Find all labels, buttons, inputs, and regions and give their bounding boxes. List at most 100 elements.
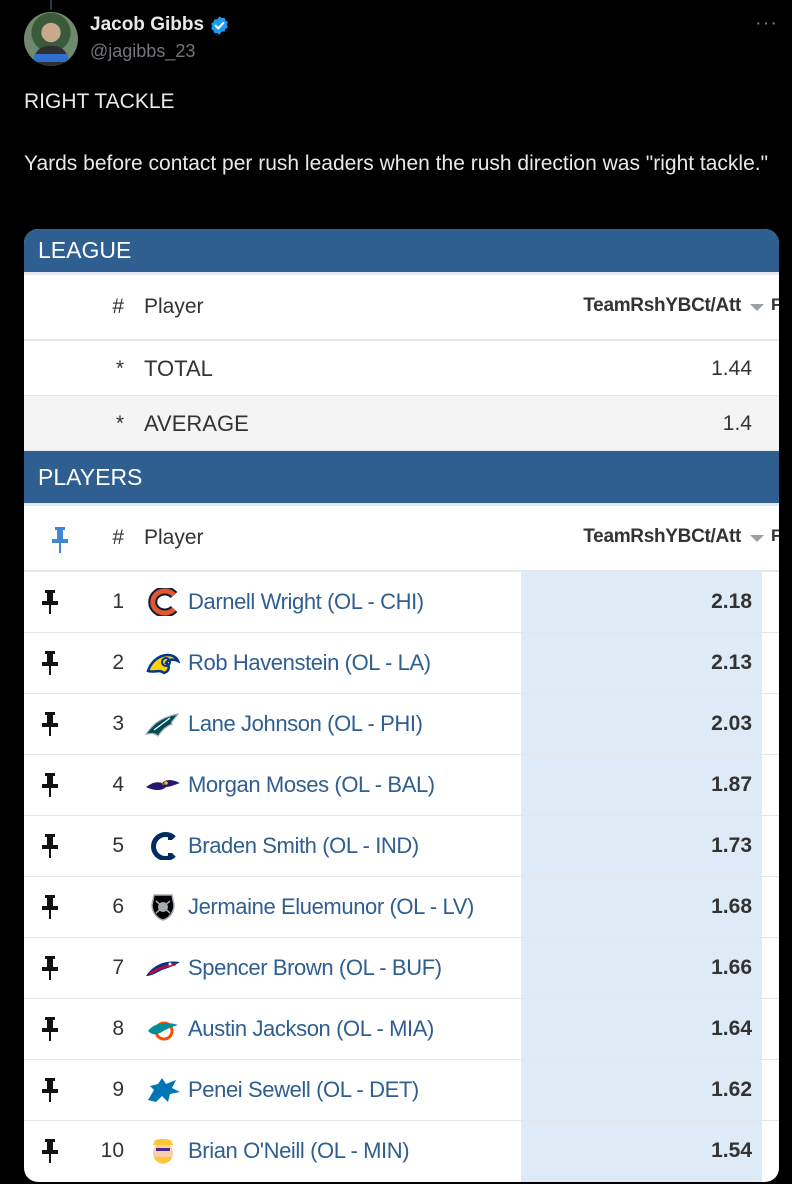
league-column-header-row: # Player TeamRshYBCt/Att F [24, 275, 779, 341]
player-rank: 5 [112, 834, 124, 857]
player-rank: 3 [112, 712, 124, 735]
bills-logo-icon [144, 954, 182, 982]
player-rank: 1 [112, 590, 124, 613]
player-stat-value: 1.73 [711, 834, 752, 857]
eagles-logo-icon [144, 710, 182, 738]
stats-table-image[interactable]: LEAGUE # Player TeamRshYBCt/Att F * TOTA… [24, 229, 779, 1182]
highlight-stat-cell [521, 755, 762, 815]
player-stat-value: 1.54 [711, 1139, 752, 1162]
player-name-link[interactable]: Spencer Brown (OL - BUF) [188, 955, 442, 980]
table-row: 5 Braden Smith (OL - IND) 1.73 [24, 816, 779, 877]
highlight-stat-cell [521, 1060, 762, 1120]
pin-icon[interactable] [41, 1138, 59, 1164]
summary-marker: * [115, 357, 124, 380]
table-row: 3 Lane Johnson (OL - PHI) 2.03 [24, 694, 779, 755]
table-row: 4 Morgan Moses (OL - BAL) 1.87 [24, 755, 779, 816]
players-column-header-row: # Player TeamRshYBCt/Att F [24, 506, 779, 572]
column-header-stat: TeamRshYBCt/Att [583, 526, 741, 547]
column-header-stat: TeamRshYBCt/Att [583, 295, 741, 316]
player-name-link[interactable]: Morgan Moses (OL - BAL) [188, 772, 435, 797]
author-handle[interactable]: @jagibbs_23 [90, 41, 196, 61]
column-header-next-truncated: F [771, 526, 779, 545]
lions-logo-icon [144, 1076, 182, 1104]
players-section-header: PLAYERS [24, 451, 779, 506]
summary-value: 1.44 [711, 357, 752, 380]
league-section-header: LEAGUE [24, 229, 779, 275]
player-stat-value: 1.62 [711, 1078, 752, 1101]
pin-icon[interactable] [41, 833, 59, 859]
pin-column-icon[interactable] [50, 526, 70, 554]
pin-icon[interactable] [41, 1016, 59, 1042]
pin-icon[interactable] [41, 1077, 59, 1103]
vikings-logo-icon [144, 1137, 182, 1165]
tweet-text: RIGHT TACKLE Yards before contact per ru… [24, 86, 784, 179]
summary-label: AVERAGE [144, 411, 249, 436]
pin-icon[interactable] [41, 772, 59, 798]
highlight-stat-cell [521, 572, 762, 632]
player-stat-value: 1.66 [711, 956, 752, 979]
pin-icon[interactable] [41, 955, 59, 981]
column-header-rank: # [112, 295, 124, 318]
table-row: 2 Rob Havenstein (OL - LA) 2.13 [24, 633, 779, 694]
pin-icon[interactable] [41, 589, 59, 615]
thread-connector-line [50, 0, 52, 10]
summary-row-average: * AVERAGE 1.4 [24, 396, 779, 451]
summary-row-total: * TOTAL 1.44 [24, 341, 779, 396]
player-name-link[interactable]: Austin Jackson (OL - MIA) [188, 1016, 434, 1041]
player-name-link[interactable]: Penei Sewell (OL - DET) [188, 1077, 419, 1102]
tweet-header: Jacob Gibbs @jagibbs_23 ··· [24, 12, 784, 68]
sort-desc-icon [750, 535, 764, 542]
player-rank: 9 [112, 1078, 124, 1101]
player-rank: 7 [112, 956, 124, 979]
pin-icon[interactable] [41, 894, 59, 920]
player-rank: 8 [112, 1017, 124, 1040]
player-rank: 2 [112, 651, 124, 674]
table-row: 8 Austin Jackson (OL - MIA) 1.64 [24, 999, 779, 1060]
summary-value: 1.4 [722, 412, 752, 435]
player-name-link[interactable]: Rob Havenstein (OL - LA) [188, 650, 431, 675]
highlight-stat-cell [521, 816, 762, 876]
highlight-stat-cell [521, 938, 762, 998]
player-stat-value: 1.64 [711, 1017, 752, 1040]
column-header-next-truncated: F [771, 295, 779, 314]
colts-logo-icon [144, 832, 182, 861]
player-rows: 1 Darnell Wright (OL - CHI) 2.18 2 Rob H… [24, 572, 779, 1182]
table-row: 1 Darnell Wright (OL - CHI) 2.18 [24, 572, 779, 633]
table-row: 9 Penei Sewell (OL - DET) 1.62 [24, 1060, 779, 1121]
tweet-text-heading: RIGHT TACKLE [24, 90, 175, 113]
player-stat-value: 2.18 [711, 590, 752, 613]
player-stat-value: 1.87 [711, 773, 752, 796]
highlight-stat-cell [521, 1121, 762, 1182]
player-name-link[interactable]: Lane Johnson (OL - PHI) [188, 711, 423, 736]
player-name-link[interactable]: Jermaine Eluemunor (OL - LV) [188, 894, 474, 919]
player-rank: 4 [112, 773, 124, 796]
summary-marker: * [115, 412, 124, 435]
column-header-rank: # [112, 526, 124, 549]
player-name-link[interactable]: Brian O'Neill (OL - MIN) [188, 1138, 410, 1163]
player-name-link[interactable]: Braden Smith (OL - IND) [188, 833, 419, 858]
avatar-name-tag [34, 54, 68, 62]
highlight-stat-cell [521, 633, 762, 693]
column-header-player: Player [144, 526, 204, 549]
author-display-name[interactable]: Jacob Gibbs [90, 14, 205, 35]
bears-logo-icon [144, 586, 182, 618]
player-stat-value: 2.03 [711, 712, 752, 735]
summary-label: TOTAL [144, 356, 213, 381]
table-row: 10 Brian O'Neill (OL - MIN) 1.54 [24, 1121, 779, 1182]
ravens-logo-icon [144, 771, 182, 799]
highlight-stat-cell [521, 999, 762, 1059]
player-stat-value: 1.68 [711, 895, 752, 918]
player-name-link[interactable]: Darnell Wright (OL - CHI) [188, 589, 424, 614]
raiders-logo-icon [144, 893, 182, 921]
highlight-stat-cell [521, 694, 762, 754]
column-header-player: Player [144, 295, 204, 318]
tweet-text-body: Yards before contact per rush leaders wh… [24, 152, 769, 175]
verified-badge-icon[interactable] [209, 15, 230, 36]
player-rank: 6 [112, 895, 124, 918]
avatar[interactable] [24, 12, 78, 66]
pin-icon[interactable] [41, 711, 59, 737]
rams-logo-icon [144, 649, 182, 677]
more-options-icon[interactable]: ··· [755, 12, 778, 34]
pin-icon[interactable] [41, 650, 59, 676]
table-row: 7 Spencer Brown (OL - BUF) 1.66 [24, 938, 779, 999]
